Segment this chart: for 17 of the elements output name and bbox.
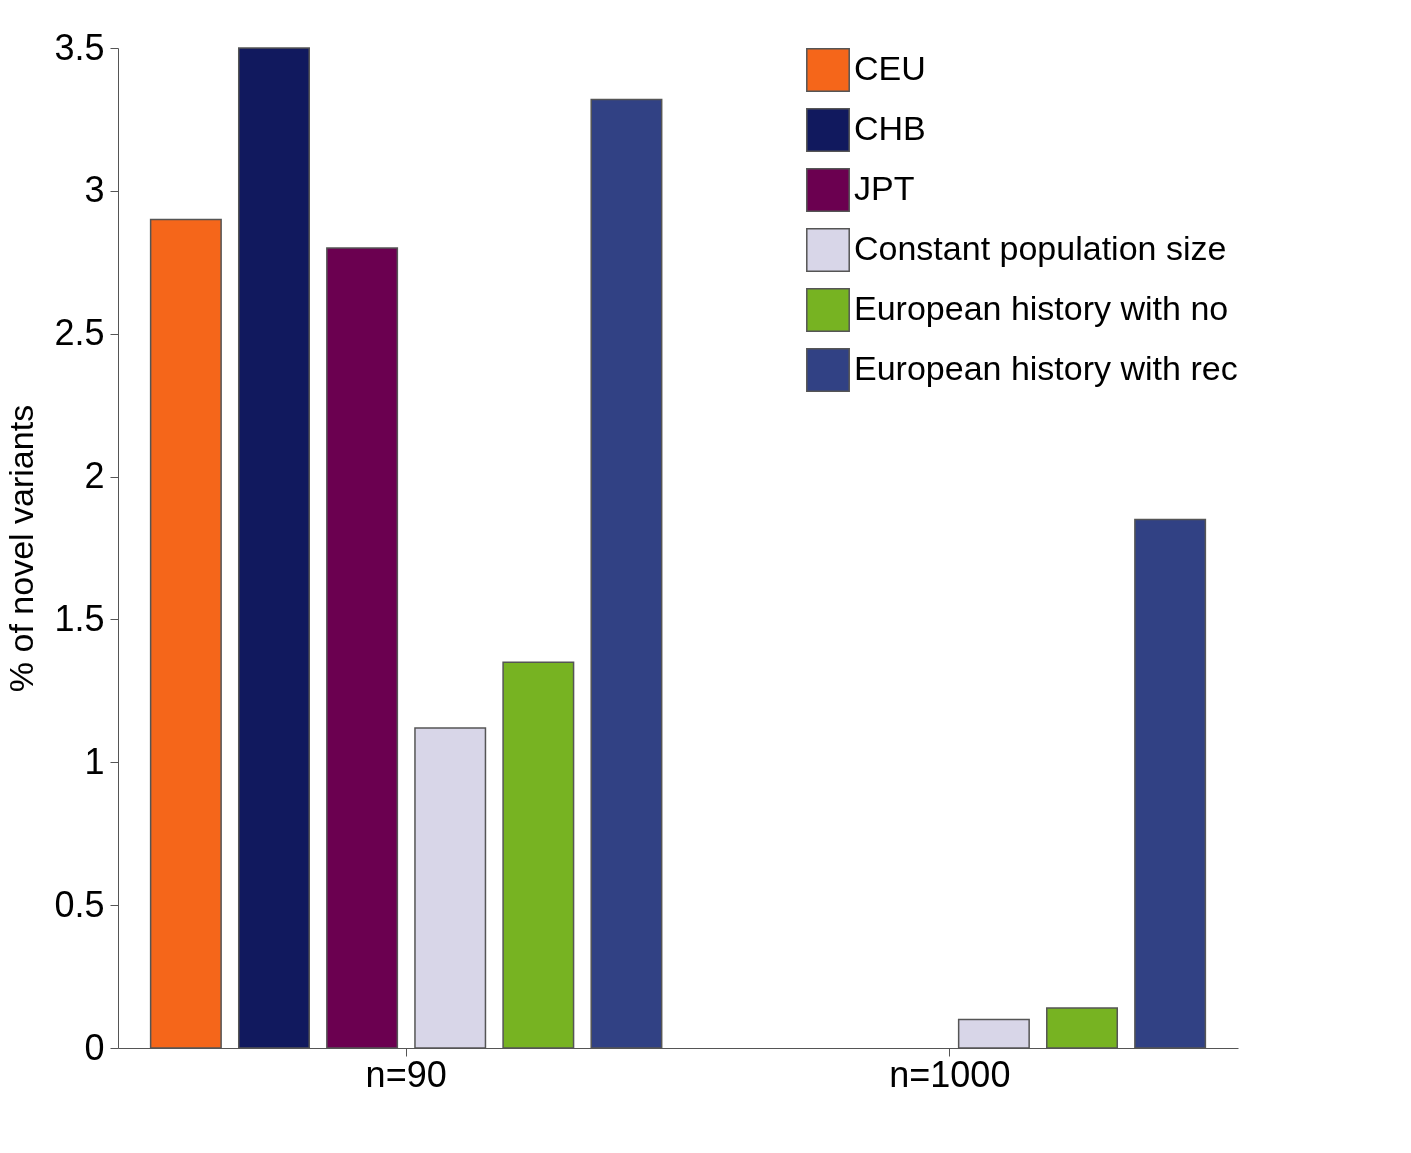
legend-label: CEU — [854, 49, 926, 87]
x-tick-label: n=1000 — [889, 1053, 1011, 1095]
legend-label: European history with rec — [854, 349, 1238, 387]
y-tick-label: 0.5 — [54, 883, 105, 925]
legend-label: CHB — [854, 109, 926, 147]
y-tick-label: 1.5 — [54, 597, 105, 639]
y-tick-label: 2.5 — [54, 312, 105, 354]
x-tick-label: n=90 — [365, 1053, 447, 1095]
y-tick-label: 0 — [84, 1026, 105, 1068]
legend-label: European history with no — [854, 289, 1229, 327]
y-tick-label: 3 — [84, 169, 105, 211]
legend-label: JPT — [854, 169, 915, 207]
y-axis-title: % of novel variants — [2, 404, 41, 693]
y-tick-label: 2 — [84, 455, 105, 497]
legend-label: Constant population size — [854, 229, 1227, 267]
y-tick-label: 3.5 — [54, 26, 105, 68]
y-tick-label: 1 — [84, 740, 105, 782]
